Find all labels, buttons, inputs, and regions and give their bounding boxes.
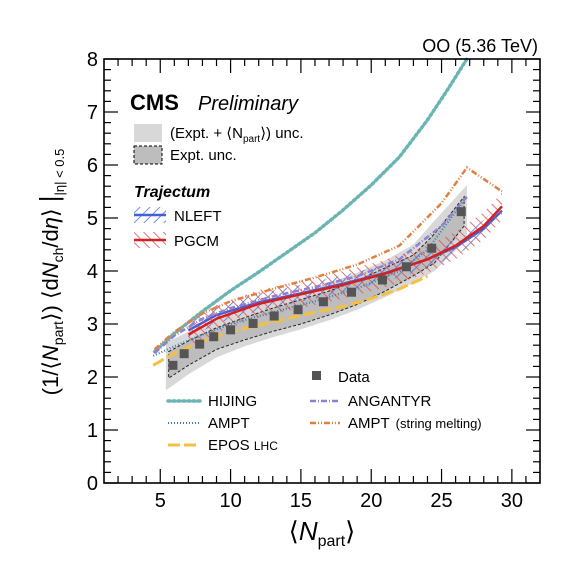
legend-ampt-label: AMPT xyxy=(208,415,250,432)
preliminary-label: Preliminary xyxy=(198,93,299,115)
legend-epos-label: EPOS LHC xyxy=(208,437,278,454)
data-points xyxy=(168,207,466,370)
legend-data-label: Data xyxy=(338,369,370,386)
data-point xyxy=(377,275,387,285)
curve-angantyr xyxy=(153,195,468,355)
x-tick-label: 5 xyxy=(155,490,166,512)
legend-data-marker xyxy=(312,371,321,380)
data-point xyxy=(269,311,279,321)
data-point xyxy=(401,262,411,272)
y-axis-ticks: 0 1 2 3 4 5 6 7 8 xyxy=(87,49,540,495)
curve-hijing xyxy=(152,57,469,354)
y-tick-label: 4 xyxy=(87,261,98,283)
data-point xyxy=(293,305,303,315)
data-point xyxy=(226,325,236,335)
x-axis-ticks: 5 10 15 20 25 30 xyxy=(117,59,527,512)
cms-label: CMS xyxy=(130,90,179,115)
y-tick-label: 8 xyxy=(87,49,98,71)
data-point xyxy=(347,287,357,297)
x-tick-label: 25 xyxy=(430,490,452,512)
data-point xyxy=(168,360,178,370)
data-point xyxy=(456,207,466,217)
x-axis-title: ⟨Npart⟩ xyxy=(289,516,356,550)
x-tick-label: 10 xyxy=(219,490,241,512)
model-curves xyxy=(152,57,503,367)
legend-expt-band-label: Expt. unc. xyxy=(170,147,237,164)
band-pgcm xyxy=(188,192,502,349)
y-tick-label: 3 xyxy=(87,314,98,336)
y-tick-label: 7 xyxy=(87,102,98,124)
y-tick-label: 1 xyxy=(87,420,98,442)
data-point xyxy=(318,297,328,307)
legend-hijing-label: HIJING xyxy=(208,393,257,410)
legend-total-band-label: (Expt. + ⟨Npart⟩) unc. xyxy=(170,125,304,145)
y-tick-label: 2 xyxy=(87,367,98,389)
data-point xyxy=(179,349,189,359)
x-tick-label: 15 xyxy=(290,490,312,512)
legend-angantyr-label: ANGANTYR xyxy=(348,393,432,410)
curve-pgcm xyxy=(187,205,503,336)
legend-expt-band-swatch xyxy=(133,145,163,165)
y-tick-label: 0 xyxy=(87,473,98,495)
energy-label: OO (5.36 TeV) xyxy=(422,36,538,56)
data-point xyxy=(209,332,219,342)
legend-ampt-sm-label: AMPT (string melting) xyxy=(348,415,482,432)
x-tick-label: 30 xyxy=(501,490,523,512)
legend-pgcm-label: PGCM xyxy=(174,233,219,250)
data-point xyxy=(195,339,205,349)
data-point xyxy=(427,243,437,253)
legend-nleft-label: NLEFT xyxy=(174,208,222,225)
y-tick-label: 6 xyxy=(87,155,98,177)
data-point xyxy=(248,318,258,328)
y-axis-title: (1/⟨Npart⟩) ⟨dNch/dη⟩ ||η| < 0.5 xyxy=(34,149,67,396)
x-tick-label: 20 xyxy=(360,490,382,512)
svg-text:(1/⟨Npart⟩) ⟨dNch/dη⟩ ||η| < 0: (1/⟨Npart⟩) ⟨dNch/dη⟩ ||η| < 0.5 xyxy=(34,149,67,396)
y-tick-label: 5 xyxy=(87,208,98,230)
legend-total-band-swatch xyxy=(134,124,162,142)
legend-trajectum-title: Trajectum xyxy=(134,184,210,201)
